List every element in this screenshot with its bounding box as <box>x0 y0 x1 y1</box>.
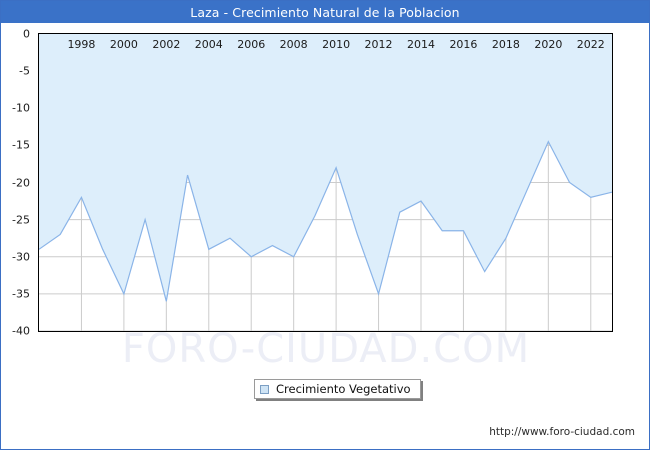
y-axis-tick-label: -15 <box>12 138 30 152</box>
x-axis-tick-label: 2022 <box>576 38 605 51</box>
y-axis-tick-label: -40 <box>12 324 30 338</box>
chart-legend[interactable]: Crecimiento Vegetativo <box>254 379 421 399</box>
x-axis-tick-label: 2006 <box>237 38 266 51</box>
x-axis-tick-label: 2016 <box>449 38 478 51</box>
chart-svg <box>39 34 612 331</box>
y-axis-tick-label: 0 <box>23 27 30 41</box>
y-axis-tick-label: -20 <box>12 176 30 189</box>
x-axis-tick-label: 2014 <box>407 38 435 51</box>
x-axis-tick-label: 2018 <box>491 38 520 51</box>
x-axis-tick-label: 2002 <box>152 38 181 51</box>
x-axis-tick-label: 2012 <box>364 38 393 51</box>
y-axis-tick-label: -25 <box>12 213 30 227</box>
window-title-bar: Laza - Crecimiento Natural de la Poblaci… <box>1 1 649 23</box>
area-fill <box>39 34 612 302</box>
legend-label: Crecimiento Vegetativo <box>276 382 411 396</box>
legend-swatch-icon <box>260 384 269 394</box>
page-title: Laza - Crecimiento Natural de la Poblaci… <box>190 4 460 20</box>
x-axis-tick-label: 1998 <box>67 38 96 51</box>
x-axis-tick-label: 2008 <box>279 38 308 51</box>
data-line <box>39 140 612 302</box>
y-axis-tick-label: -10 <box>12 101 30 115</box>
y-axis-tick-label: -5 <box>19 64 30 78</box>
x-axis-tick-label: 2004 <box>194 38 223 51</box>
source-url: http://www.foro-ciudad.com <box>489 426 635 438</box>
x-axis-tick-label: 2020 <box>534 38 563 51</box>
y-axis-tick-label: -30 <box>12 250 30 264</box>
x-axis-tick-label: 2010 <box>322 38 351 51</box>
y-axis-tick-label: -35 <box>12 287 30 301</box>
watermark: FORO-CIUDAD.COM <box>121 326 531 372</box>
x-axis-tick-label: 2000 <box>109 38 138 51</box>
plot-area <box>38 33 613 332</box>
